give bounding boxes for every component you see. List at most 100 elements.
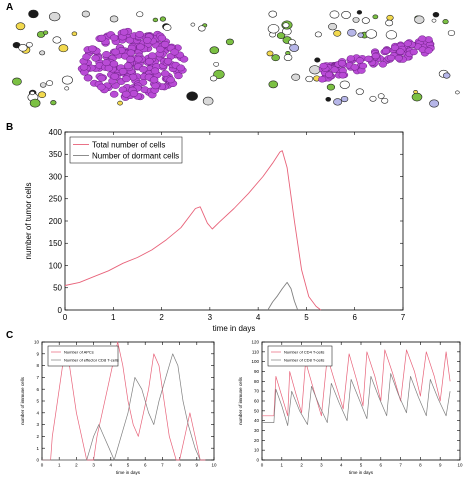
scattered-cell — [136, 11, 144, 18]
y-tick-label: 3 — [36, 422, 39, 427]
scattered-cell — [357, 32, 364, 38]
y-tick-label: 50 — [254, 408, 260, 413]
x-tick-label: 7 — [401, 313, 406, 322]
tumor-cell — [338, 72, 347, 79]
y-tick-label: 30 — [254, 428, 260, 433]
x-tick-label: 6 — [144, 463, 147, 468]
x-tick-label: 0 — [63, 313, 68, 322]
scattered-cell — [12, 77, 22, 86]
scattered-cell — [266, 50, 274, 57]
tumor-cell — [110, 72, 119, 80]
tumor-cell — [139, 65, 148, 73]
y-tick-label: 100 — [251, 359, 259, 364]
tumor-cell — [109, 60, 119, 68]
tumor-cell — [151, 82, 160, 90]
scattered-cell — [447, 30, 456, 37]
tumor-cell — [111, 48, 120, 56]
tumor-cell — [424, 47, 433, 54]
tumor-cell — [122, 90, 131, 98]
scattered-cell — [289, 43, 300, 52]
scattered-cell — [414, 15, 425, 24]
tumor-cell — [346, 55, 355, 62]
tumor-cell — [102, 59, 111, 67]
x-tick-label: 4 — [256, 313, 261, 322]
y-axis-label: number of immune cells — [238, 376, 243, 425]
legend-entry-1: Number of CD4 T-cells — [284, 349, 324, 354]
y-tick-label: 20 — [254, 438, 260, 443]
scattered-cell — [42, 30, 49, 35]
scattered-cell — [429, 99, 440, 108]
scattered-cell — [442, 19, 449, 25]
legend-box — [267, 345, 333, 367]
tumor-cell — [157, 34, 167, 42]
scattered-cell — [29, 90, 35, 96]
scattered-cell — [347, 28, 357, 37]
tumor-cell — [330, 66, 339, 73]
scattered-cell — [455, 90, 460, 95]
tumor-cell — [418, 35, 427, 42]
y-tick-label: 350 — [49, 150, 63, 159]
scattered-cell — [385, 30, 398, 40]
x-tick-label: 10 — [211, 463, 217, 468]
tumor-cell — [118, 67, 128, 75]
series-line-1 — [64, 150, 322, 311]
y-tick-label: 300 — [49, 172, 63, 181]
tumor-cell — [134, 55, 143, 63]
scattered-cell — [340, 95, 349, 103]
x-tick-label: 2 — [75, 463, 78, 468]
tumor-cell — [148, 52, 157, 60]
y-tick-label: 120 — [251, 340, 259, 345]
x-tick-label: 1 — [58, 463, 61, 468]
y-tick-label: 0 — [256, 458, 259, 463]
y-tick-label: 10 — [254, 448, 260, 453]
tumor-cell — [409, 48, 418, 56]
y-tick-label: 9 — [36, 351, 39, 356]
scattered-cell — [386, 14, 394, 21]
scattered-cell — [268, 10, 278, 18]
tumor-cell — [142, 36, 152, 44]
scattered-cell — [28, 9, 39, 19]
scattered-cell — [283, 54, 293, 61]
scattered-cell — [329, 10, 340, 19]
x-tick-label: 1 — [281, 463, 284, 468]
scattered-cell — [267, 24, 280, 34]
y-tick-label: 6 — [36, 387, 39, 392]
x-tick-label: 4 — [340, 463, 343, 468]
legend-entry-2: Number of effector CD8 T-cells — [64, 357, 119, 362]
tumor-cell — [83, 74, 93, 82]
scattered-cell — [18, 44, 28, 52]
y-tick-label: 0 — [58, 306, 63, 315]
tumor-cell — [97, 83, 106, 91]
tumor-cell — [160, 70, 170, 78]
legend-entry-2: Number of dormant cells — [92, 151, 179, 160]
y-tick-label: 70 — [254, 389, 260, 394]
tumor-cell — [381, 47, 390, 55]
y-tick-label: 50 — [53, 284, 62, 293]
scattered-cell — [305, 75, 314, 83]
tumor-cell — [337, 60, 347, 67]
y-tick-label: 10 — [34, 340, 40, 345]
scattered-cell — [339, 80, 350, 89]
tumor-cell — [156, 45, 165, 53]
scattered-cell — [325, 96, 332, 102]
legend-entry-1: Total number of cells — [92, 140, 165, 149]
x-tick-label: 5 — [360, 463, 363, 468]
scattered-cell — [328, 23, 338, 31]
tumor-cell — [355, 57, 364, 64]
scattered-cell — [413, 90, 418, 94]
x-tick-label: 0 — [41, 463, 44, 468]
y-tick-label: 7 — [36, 375, 39, 380]
tumor-cell — [176, 64, 185, 72]
y-tick-label: 200 — [49, 217, 63, 226]
tumor-cell — [97, 74, 106, 82]
series-line-2 — [42, 353, 201, 461]
x-tick-label: 2 — [300, 463, 303, 468]
tumor-cell — [396, 48, 405, 55]
x-tick-label: 3 — [320, 463, 323, 468]
scattered-cell — [213, 61, 220, 67]
tumor-cell — [91, 54, 100, 62]
x-tick-label: 7 — [161, 463, 164, 468]
tumor-cell — [79, 63, 89, 71]
x-tick-label: 9 — [439, 463, 442, 468]
tumor-cell — [149, 76, 159, 84]
